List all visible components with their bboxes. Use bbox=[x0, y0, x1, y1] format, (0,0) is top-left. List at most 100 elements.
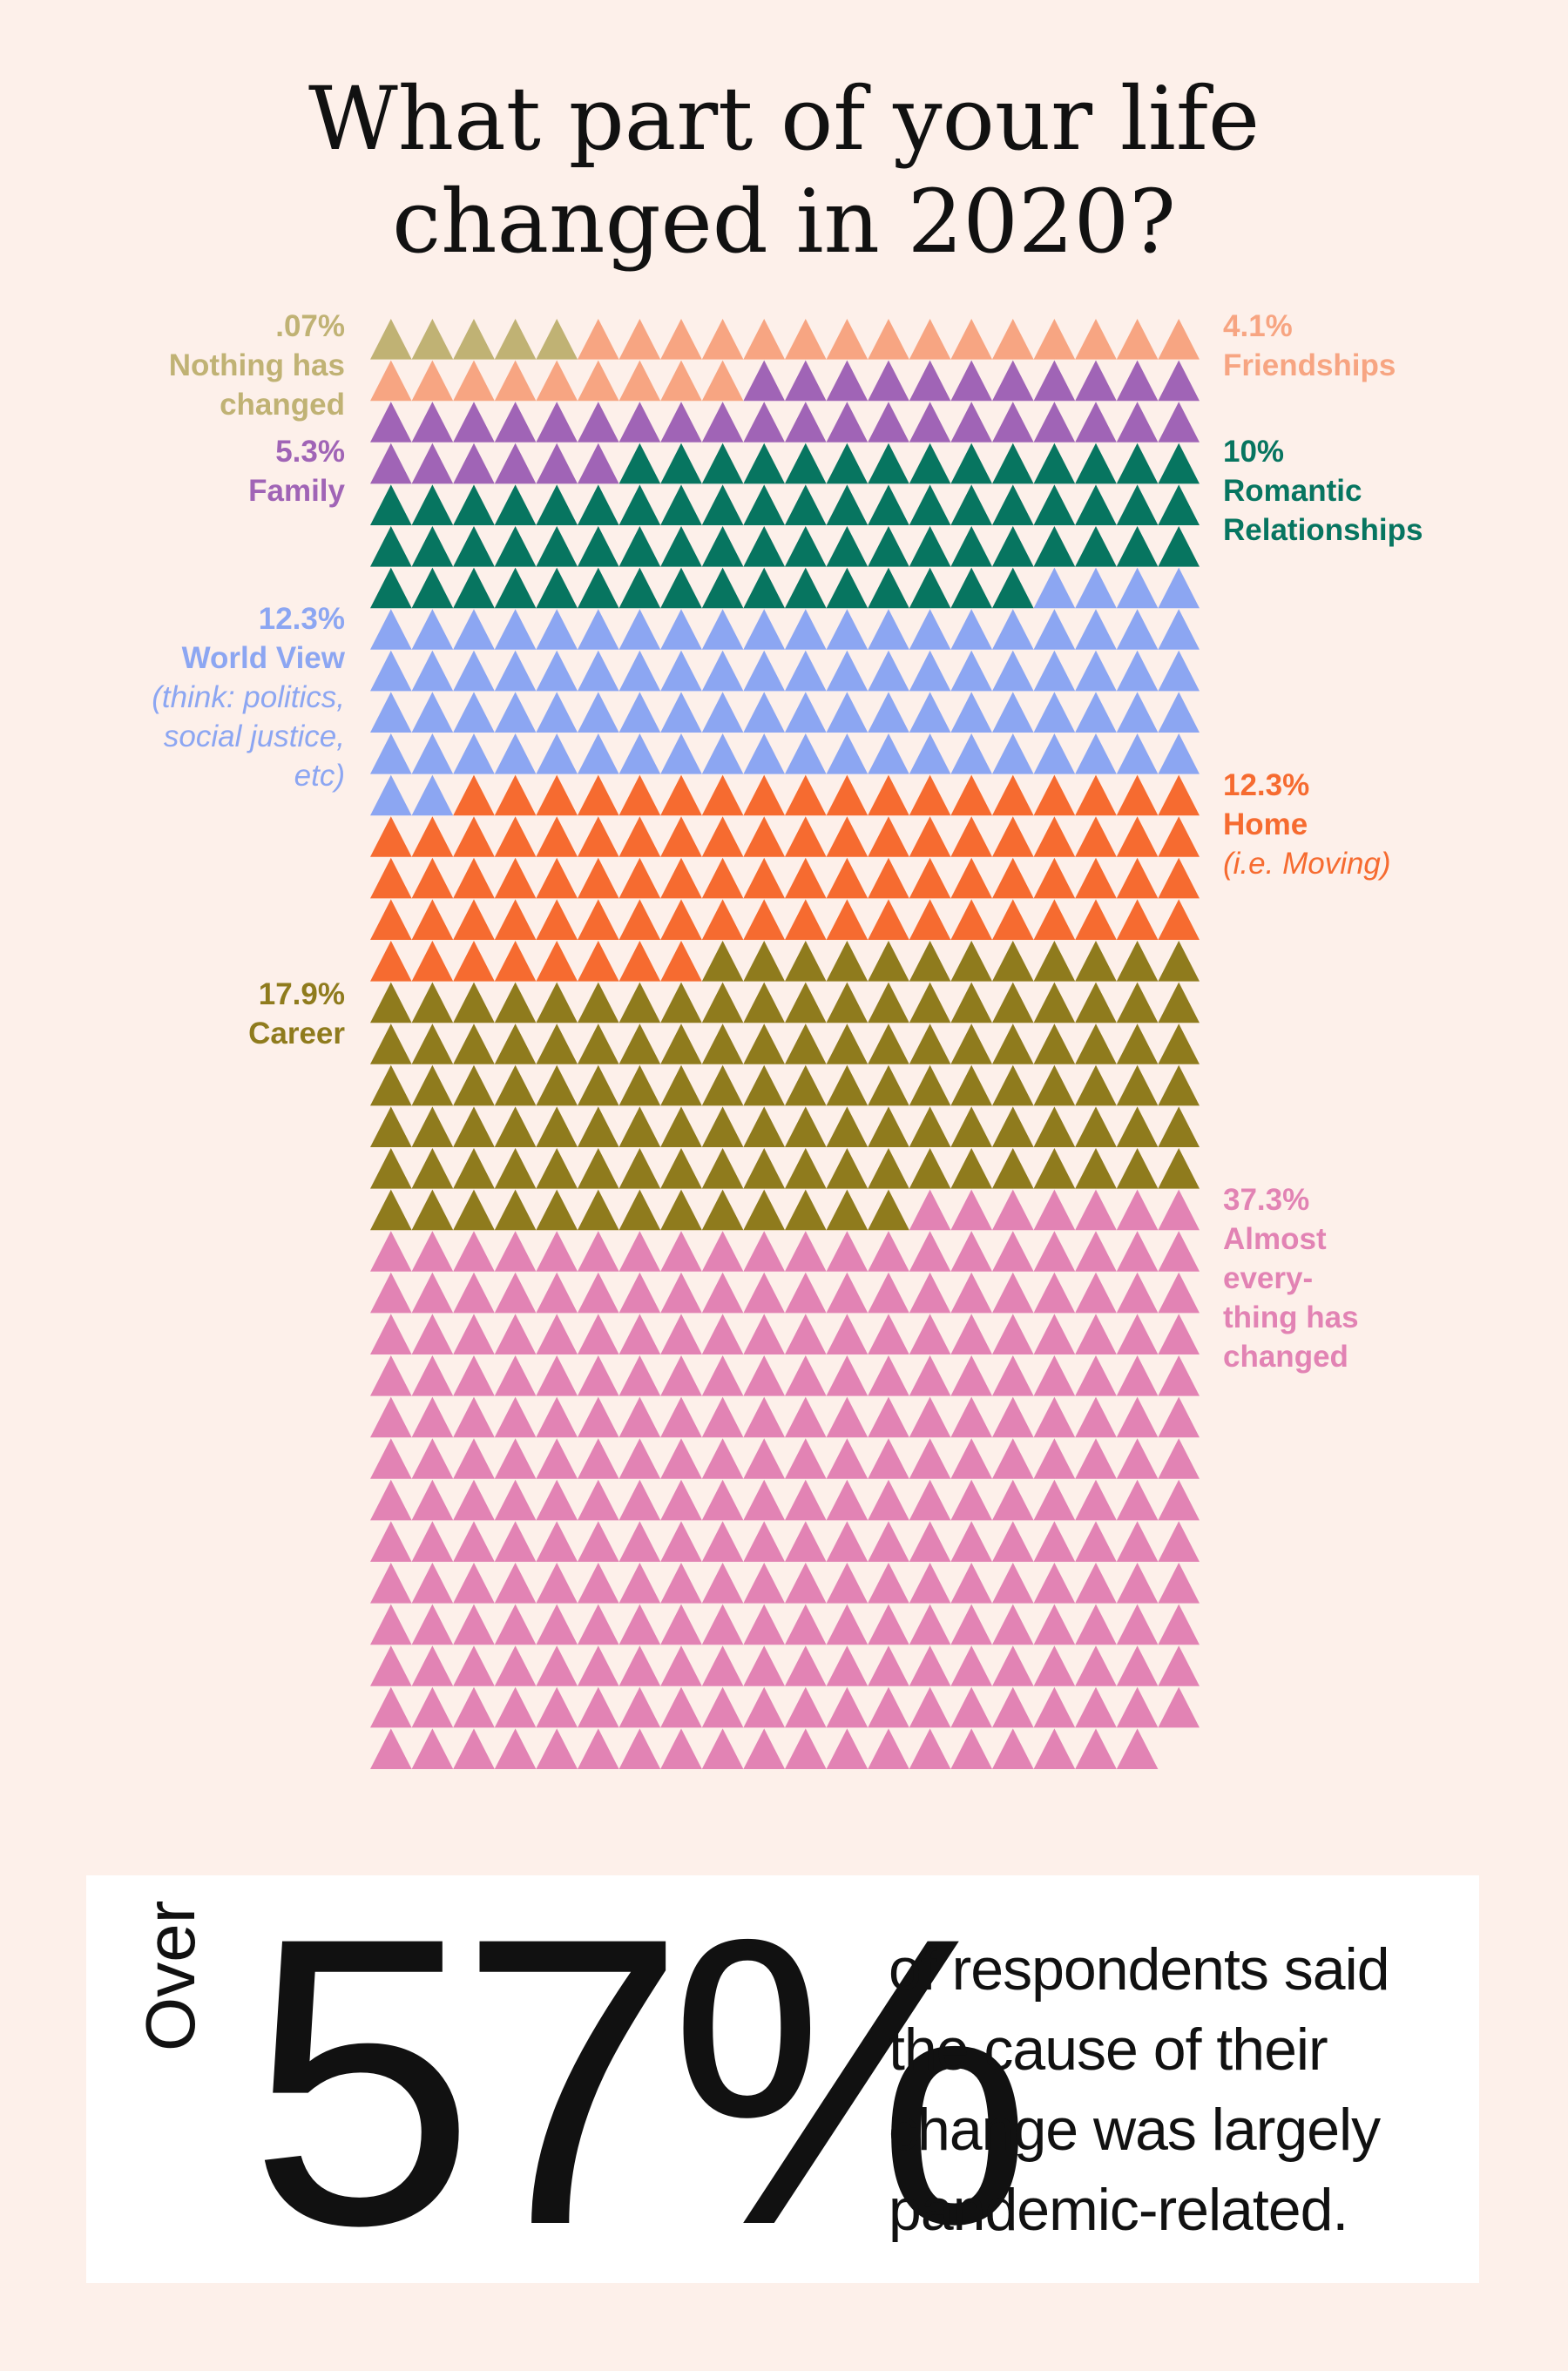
triangle-mark-friendships bbox=[1116, 319, 1159, 360]
triangle-mark-family bbox=[743, 360, 785, 402]
triangle-mark-career bbox=[370, 1148, 412, 1189]
triangle-mark-almost-everything-has-changed bbox=[992, 1314, 1034, 1354]
triangle-mark-career bbox=[1116, 982, 1159, 1023]
triangle-mark-romantic-relationships bbox=[536, 484, 578, 525]
triangle-mark-almost-everything-has-changed bbox=[578, 1728, 619, 1769]
triangle-mark-family bbox=[701, 402, 744, 442]
triangle-mark-romantic-relationships bbox=[494, 526, 537, 567]
triangle-mark-almost-everything-has-changed bbox=[743, 1563, 785, 1604]
triangle-mark-world-view bbox=[701, 733, 744, 774]
triangle-mark-almost-everything-has-changed bbox=[494, 1479, 537, 1521]
triangle-mark-romantic-relationships bbox=[453, 567, 495, 609]
triangle-mark-career bbox=[826, 1189, 868, 1231]
triangle-mark-almost-everything-has-changed bbox=[743, 1272, 785, 1314]
triangle-mark-almost-everything-has-changed bbox=[909, 1355, 951, 1396]
triangle-mark-home bbox=[453, 899, 495, 940]
triangle-mark-career bbox=[578, 1189, 619, 1231]
triangle-mark-world-view bbox=[1075, 567, 1117, 609]
triangle-mark-home bbox=[453, 816, 495, 857]
triangle-mark-romantic-relationships bbox=[453, 526, 495, 567]
triangle-mark-world-view bbox=[1075, 650, 1117, 692]
triangle-mark-home bbox=[909, 816, 951, 857]
triangle-mark-almost-everything-has-changed bbox=[701, 1479, 744, 1521]
triangle-mark-romantic-relationships bbox=[411, 526, 454, 567]
triangle-mark-almost-everything-has-changed bbox=[909, 1272, 951, 1314]
triangle-mark-career bbox=[660, 982, 702, 1023]
triangle-mark-almost-everything-has-changed bbox=[411, 1686, 454, 1728]
triangle-mark-career bbox=[1158, 1106, 1200, 1147]
triangle-mark-home bbox=[411, 816, 454, 857]
triangle-mark-almost-everything-has-changed bbox=[1158, 1686, 1200, 1728]
triangle-mark-career bbox=[618, 1189, 661, 1231]
triangle-mark-almost-everything-has-changed bbox=[1033, 1396, 1076, 1438]
triangle-mark-almost-everything-has-changed bbox=[370, 1563, 412, 1604]
triangle-mark-almost-everything-has-changed bbox=[578, 1355, 619, 1396]
triangle-mark-almost-everything-has-changed bbox=[950, 1189, 992, 1231]
triangle-mark-home bbox=[1075, 774, 1117, 816]
triangle-mark-almost-everything-has-changed bbox=[826, 1396, 868, 1438]
triangle-mark-almost-everything-has-changed bbox=[785, 1396, 827, 1438]
triangle-mark-almost-everything-has-changed bbox=[701, 1231, 744, 1272]
triangle-mark-almost-everything-has-changed bbox=[950, 1355, 992, 1396]
label-note: (i.e. Moving) bbox=[1223, 847, 1391, 881]
triangle-mark-friendships bbox=[660, 360, 702, 402]
triangle-mark-romantic-relationships bbox=[660, 526, 702, 567]
triangle-mark-almost-everything-has-changed bbox=[660, 1479, 702, 1521]
triangle-mark-career bbox=[411, 1148, 454, 1189]
triangle-mark-almost-everything-has-changed bbox=[1116, 1396, 1159, 1438]
triangle-mark-world-view bbox=[826, 609, 868, 650]
triangle-mark-career bbox=[743, 1189, 785, 1231]
triangle-mark-world-view bbox=[370, 774, 412, 816]
triangle-mark-career bbox=[701, 1064, 744, 1106]
triangle-mark-romantic-relationships bbox=[370, 526, 412, 567]
triangle-mark-career bbox=[909, 941, 951, 982]
triangle-mark-career bbox=[785, 1189, 827, 1231]
triangle-mark-family bbox=[1033, 402, 1076, 442]
triangle-mark-friendships bbox=[411, 360, 454, 402]
triangle-mark-world-view bbox=[1158, 609, 1200, 650]
triangle-mark-almost-everything-has-changed bbox=[494, 1728, 537, 1769]
triangle-mark-romantic-relationships bbox=[618, 442, 661, 484]
triangle-mark-almost-everything-has-changed bbox=[701, 1314, 744, 1354]
triangle-mark-career bbox=[370, 982, 412, 1023]
triangle-mark-almost-everything-has-changed bbox=[1033, 1645, 1076, 1686]
triangle-mark-career bbox=[1075, 982, 1117, 1023]
triangle-mark-world-view bbox=[992, 650, 1034, 692]
triangle-mark-almost-everything-has-changed bbox=[909, 1189, 951, 1231]
triangle-mark-romantic-relationships bbox=[1075, 526, 1117, 567]
triangle-mark-world-view bbox=[785, 609, 827, 650]
triangle-mark-world-view bbox=[1033, 692, 1076, 733]
triangle-mark-almost-everything-has-changed bbox=[909, 1396, 951, 1438]
triangle-mark-career bbox=[868, 1189, 909, 1231]
triangle-mark-almost-everything-has-changed bbox=[1075, 1189, 1117, 1231]
triangle-mark-almost-everything-has-changed bbox=[826, 1604, 868, 1645]
triangle-mark-almost-everything-has-changed bbox=[1116, 1355, 1159, 1396]
triangle-mark-career bbox=[868, 982, 909, 1023]
triangle-mark-almost-everything-has-changed bbox=[909, 1728, 951, 1769]
triangle-mark-almost-everything-has-changed bbox=[826, 1563, 868, 1604]
triangle-mark-almost-everything-has-changed bbox=[370, 1355, 412, 1396]
triangle-mark-home bbox=[1033, 899, 1076, 940]
triangle-mark-almost-everything-has-changed bbox=[1116, 1189, 1159, 1231]
triangle-mark-family bbox=[536, 442, 578, 484]
triangle-mark-home bbox=[1075, 857, 1117, 899]
triangle-mark-career bbox=[411, 982, 454, 1023]
triangle-mark-romantic-relationships bbox=[1075, 484, 1117, 525]
triangle-mark-almost-everything-has-changed bbox=[618, 1479, 661, 1521]
label-note: social justice, bbox=[163, 719, 345, 753]
title-line-2: changed in 2020? bbox=[392, 171, 1176, 273]
triangle-mark-career bbox=[868, 1064, 909, 1106]
triangle-mark-almost-everything-has-changed bbox=[536, 1728, 578, 1769]
triangle-mark-career bbox=[785, 1064, 827, 1106]
triangle-mark-home bbox=[411, 941, 454, 982]
triangle-mark-world-view bbox=[1116, 733, 1159, 774]
triangle-mark-world-view bbox=[453, 609, 495, 650]
triangle-mark-almost-everything-has-changed bbox=[578, 1438, 619, 1479]
triangle-mark-family bbox=[868, 360, 909, 402]
label-text: Almost bbox=[1223, 1222, 1327, 1256]
triangle-mark-home bbox=[660, 774, 702, 816]
triangle-mark-almost-everything-has-changed bbox=[992, 1272, 1034, 1314]
triangle-mark-family bbox=[453, 402, 495, 442]
triangle-mark-friendships bbox=[660, 319, 702, 360]
triangle-mark-nothing-has-changed bbox=[453, 319, 495, 360]
